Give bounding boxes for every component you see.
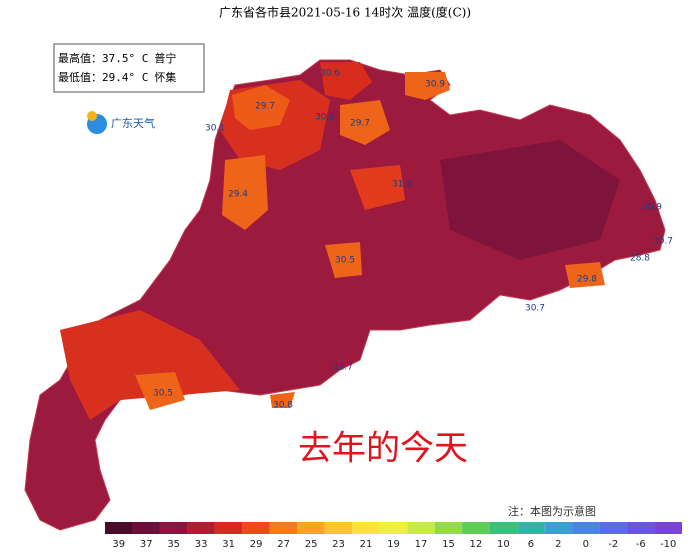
legend-label: 10: [497, 539, 510, 550]
legend-swatch: [627, 522, 655, 534]
warm-region: [320, 62, 372, 100]
extreme-value: 29.4: [102, 71, 129, 84]
region-value: 29.7: [255, 102, 275, 112]
note: 注：本图为示意图: [508, 504, 596, 518]
warm-region: [60, 310, 240, 420]
region-value: 29.7: [350, 119, 370, 129]
warm-region: [405, 72, 450, 100]
region-value: 29.4: [228, 190, 248, 200]
legend-label: 33: [195, 539, 208, 550]
warm-region: [270, 392, 295, 408]
legend-swatch: [187, 522, 215, 534]
legend-label: 15: [442, 539, 455, 550]
legend-swatch: [572, 522, 600, 534]
legend-label: 25: [305, 539, 318, 550]
region-value: 31.2: [392, 180, 412, 190]
legend-label: 6: [528, 539, 534, 550]
legend-swatch: [242, 522, 270, 534]
legend-swatch: [132, 522, 160, 534]
annotation: 去年的今天: [298, 429, 468, 469]
legend-label: -2: [608, 539, 618, 550]
region-value: 30.8: [273, 401, 293, 411]
extreme-unit: ° C: [129, 71, 149, 84]
legend-swatch: [324, 522, 353, 534]
region-value: 28.8: [630, 254, 650, 264]
region-value: 30.9: [315, 113, 335, 123]
region-value: 32.7: [333, 363, 353, 373]
legend-swatch: [544, 522, 573, 534]
legend-swatch: [214, 522, 243, 534]
region-value: 30.5: [335, 256, 355, 266]
extreme-label: 最低值：: [58, 71, 102, 84]
map: [24, 59, 666, 531]
legend-swatch: [599, 522, 628, 534]
map-labels: 30.6 30.9 29.7 30.9 29.7 30.1 29.4 31.2 30.5 30.9…: [153, 69, 673, 411]
legend-label: 39: [112, 539, 125, 550]
logo: 广东天气: [87, 111, 155, 134]
legend-swatch: [105, 522, 133, 534]
legend-label: 2: [555, 539, 561, 550]
extreme-place: 普宁: [154, 51, 176, 65]
legend-swatch: [654, 522, 682, 534]
logo-sun: [87, 111, 97, 121]
legend-swatch: [269, 522, 298, 534]
legend-label: 19: [387, 539, 400, 550]
legend-swatch: [379, 522, 408, 534]
legend-label: 17: [415, 539, 428, 550]
region-value: 30.9: [642, 203, 662, 213]
region-value: 30.5: [153, 389, 173, 399]
legend-swatch: [489, 522, 518, 534]
warm-region: [350, 165, 405, 210]
extremes-frame: [53, 43, 205, 93]
logo-text: 广东天气: [111, 116, 155, 130]
legend-swatch: [407, 522, 435, 534]
legend-swatch: [434, 522, 463, 534]
region-value: 30.1: [205, 124, 225, 134]
legend-label: -10: [660, 539, 676, 550]
extremes-box: 最高值：37.5° C 普宁 最低值：29.4° C 怀集: [53, 43, 205, 93]
legend-swatch: [352, 522, 380, 534]
region-value: 29.8: [577, 275, 597, 285]
legend-label: 37: [140, 539, 153, 550]
warm-region: [565, 262, 605, 288]
legend-swatch: [517, 522, 545, 534]
color-legend: 39 37 35 33 31 29 27 25 23 21 19 17 15 12 10 6 2 0 -2 -6 -10: [105, 522, 682, 550]
region-value: 30.7: [653, 237, 673, 247]
legend-swatch: [159, 522, 188, 534]
region-value: 30.6: [320, 69, 340, 79]
legend-label: 35: [167, 539, 180, 550]
region-value: 30.7: [525, 304, 545, 314]
warm-region: [340, 100, 390, 145]
extreme-unit: ° C: [129, 52, 149, 65]
extreme-label: 最高值：: [58, 51, 102, 65]
legend-label: 23: [332, 539, 345, 550]
legend-swatch: [297, 522, 325, 534]
legend-label: 21: [360, 539, 373, 550]
min-value: 最低值：29.4° C 怀集: [58, 70, 176, 84]
extreme-place: 怀集: [154, 70, 176, 84]
legend-label: -6: [636, 539, 646, 550]
warm-region: [232, 85, 290, 130]
legend-label: 0: [583, 539, 589, 550]
warm-region: [135, 372, 185, 410]
legend-label: 31: [222, 539, 235, 550]
legend-swatch: [462, 522, 490, 534]
title: 广东省各市县2021-05-16 14时次 温度(度(C)): [219, 5, 471, 20]
hot-region: [440, 140, 620, 260]
max-value: 最高值：37.5° C 普宁: [58, 51, 176, 65]
extreme-value: 37.5: [102, 52, 129, 65]
legend-label: 12: [470, 539, 483, 550]
region-value: 30.9: [425, 80, 445, 90]
legend-label: 29: [250, 539, 263, 550]
warm-region: [325, 242, 362, 278]
legend-label: 27: [277, 539, 290, 550]
warm-region: [222, 155, 268, 230]
